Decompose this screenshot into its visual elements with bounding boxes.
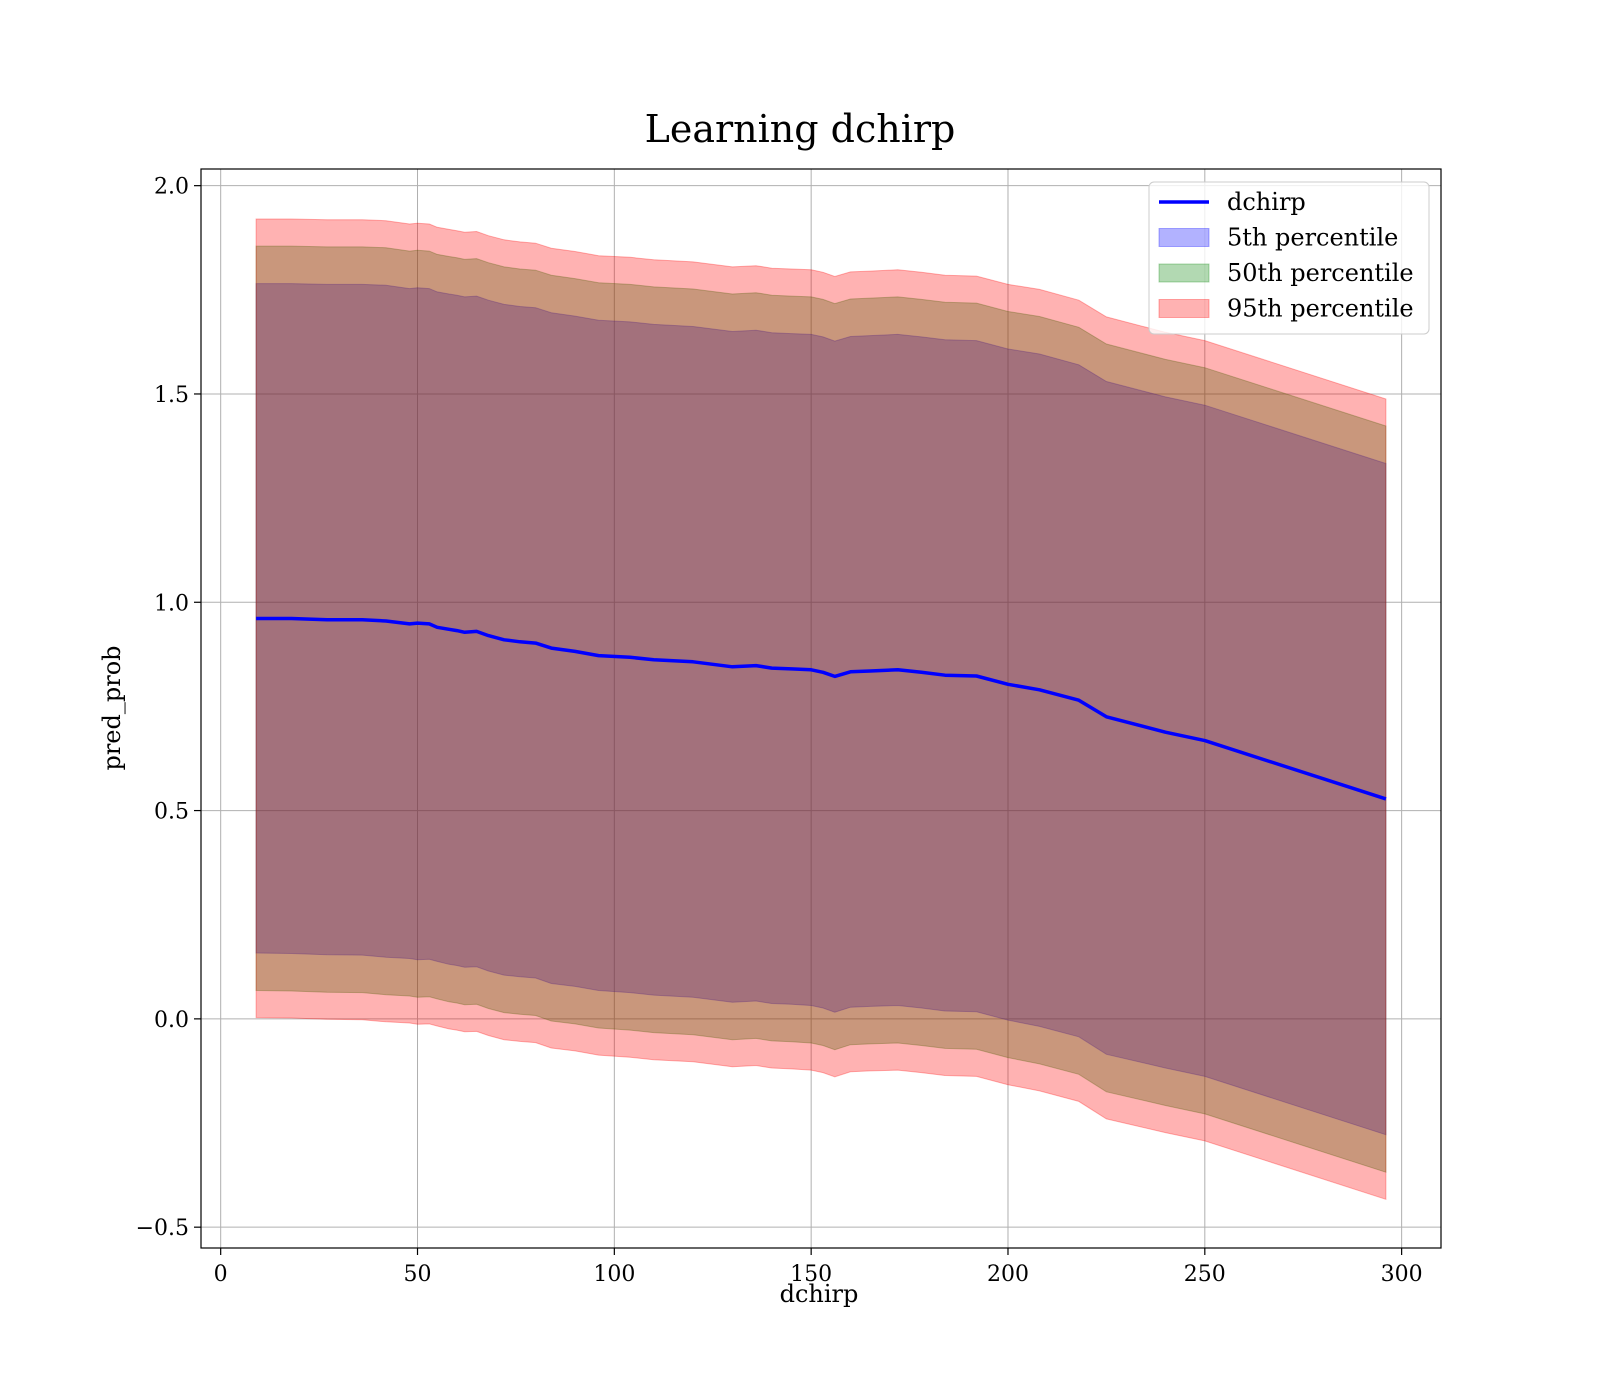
legend-box bbox=[1148, 181, 1430, 335]
grid-layer bbox=[201, 169, 1441, 1248]
x-tick-label: 0 bbox=[214, 1262, 228, 1287]
legend: dchirp 5th percentile 50th percentile 95th … bbox=[1148, 181, 1430, 335]
y-tick-label: 0.5 bbox=[154, 800, 189, 825]
chart-title: Learning dchirp bbox=[645, 107, 956, 151]
x-tick-label: 250 bbox=[1184, 1262, 1226, 1287]
band-layer bbox=[255, 218, 1387, 1200]
plot-area bbox=[200, 168, 1442, 1249]
legend-swatch-band bbox=[1158, 228, 1210, 247]
y-tick-label: 1.0 bbox=[154, 591, 189, 616]
y-tick-label: 0.0 bbox=[154, 1008, 189, 1033]
band-5th-percentile bbox=[255, 283, 1387, 1136]
line-layer bbox=[256, 616, 1387, 801]
x-axis-title: dchirp bbox=[780, 1280, 859, 1308]
band-50th-percentile bbox=[255, 245, 1387, 1173]
y-axis-title: pred_prob bbox=[98, 645, 126, 770]
band-95th-percentile bbox=[255, 218, 1387, 1200]
legend-swatch-band bbox=[1158, 299, 1210, 318]
plot-frame bbox=[200, 168, 1442, 1249]
legend-label: 95th percentile bbox=[1227, 295, 1414, 323]
series-line-dchirp bbox=[256, 616, 1387, 801]
x-axis: 0 50 100 150 200 250 300 bbox=[214, 1248, 1423, 1287]
y-tick-label: −0.5 bbox=[136, 1216, 189, 1241]
y-tick-label: 1.5 bbox=[154, 383, 189, 408]
x-tick-label: 200 bbox=[987, 1262, 1029, 1287]
x-tick-label: 300 bbox=[1381, 1262, 1423, 1287]
legend-label: 50th percentile bbox=[1227, 259, 1414, 287]
y-tick-label: 2.0 bbox=[154, 175, 189, 200]
legend-label: dchirp bbox=[1227, 188, 1306, 216]
y-axis: −0.5 0.0 0.5 1.0 1.5 2.0 bbox=[136, 175, 201, 1241]
legend-label: 5th percentile bbox=[1227, 224, 1398, 252]
x-tick-label: 150 bbox=[790, 1262, 832, 1287]
x-tick-label: 100 bbox=[593, 1262, 635, 1287]
x-tick-label: 50 bbox=[404, 1262, 432, 1287]
legend-swatch-band bbox=[1158, 263, 1210, 283]
